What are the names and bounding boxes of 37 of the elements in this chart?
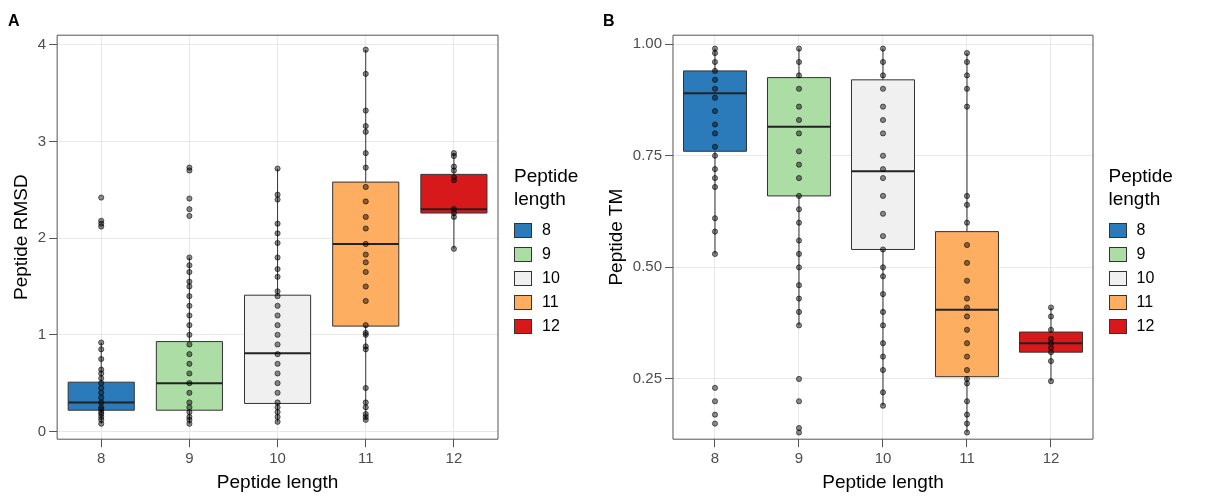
x-tick-label: 11 [958, 449, 975, 467]
legend-label: 8 [542, 221, 551, 239]
y-tick-label: 0 [37, 421, 47, 439]
x-tick-label: 8 [97, 449, 106, 467]
legend-title: Peptide length [1108, 164, 1174, 210]
legend-label: 9 [542, 245, 551, 263]
y-tick-label: 2 [37, 228, 47, 246]
x-tick-label: 11 [357, 449, 374, 467]
legend-label: 11 [1136, 293, 1154, 311]
x-axis-title: Peptide length [821, 470, 944, 492]
chart-title: B [602, 12, 615, 30]
x-tick-label: 12 [1042, 449, 1059, 467]
legend-title: Peptide length [514, 164, 580, 210]
x-tick-label: 12 [445, 449, 463, 467]
legend-label: 11 [542, 293, 559, 311]
y-tick-label: 1.00 [632, 34, 662, 52]
y-tick-label: 4 [37, 35, 47, 53]
y-tick-label: 1 [37, 324, 47, 342]
y-axis-title: Peptide RMSD [9, 174, 31, 301]
x-tick-label: 9 [794, 449, 803, 467]
x-tick-label: 9 [185, 449, 194, 467]
x-tick-label: 8 [710, 449, 719, 467]
legend-label: 9 [1136, 245, 1146, 263]
chart-title: A [8, 12, 20, 30]
legend-label: 12 [1136, 317, 1155, 335]
x-tick-label: 10 [874, 449, 891, 467]
legend-label: 12 [542, 317, 560, 335]
x-axis-title: Peptide length [216, 470, 339, 492]
x-tick-label: 10 [269, 449, 286, 467]
legend-label: 8 [1136, 221, 1146, 239]
y-tick-label: 0.75 [632, 145, 662, 163]
legend-label: 10 [1136, 269, 1155, 287]
y-axis-title: Peptide TM [604, 188, 626, 286]
legend-label: 10 [542, 269, 560, 287]
y-tick-label: 0.25 [632, 369, 662, 387]
y-tick-label: 3 [37, 131, 47, 149]
y-tick-label: 0.50 [632, 257, 662, 275]
